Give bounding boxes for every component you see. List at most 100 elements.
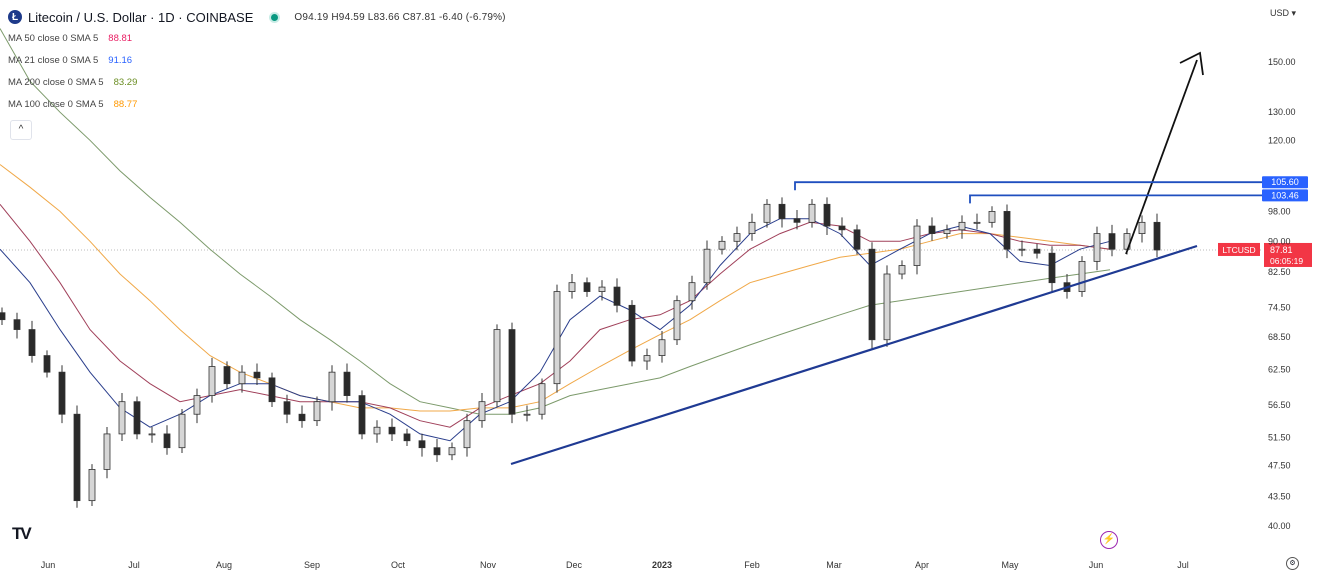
candle-up [88,469,96,502]
candle-up [193,395,201,415]
candle-down [1153,221,1161,251]
currency-selector[interactable]: USD ▾ [1270,8,1297,18]
resistance-line [794,181,1262,191]
indicator-value: 88.81 [108,33,133,44]
y-tick-label: 74.50 [1268,303,1291,313]
flash-icon[interactable]: ⚡ [1100,531,1118,549]
candle-up [313,401,321,422]
x-tick-label: Jun [1089,560,1104,570]
candle-down [223,366,231,385]
candle-up [523,413,531,416]
y-tick-label: 40.00 [1268,521,1291,531]
candle-up [1138,221,1146,235]
candle-down [418,440,426,449]
tradingview-logo[interactable]: TV [12,524,32,543]
candle-down [0,312,6,321]
candle-up [568,282,576,292]
collapse-legend-button[interactable]: ^ [10,120,32,140]
candle-up [973,221,981,224]
candle-up [178,413,186,449]
x-tick-label: Jun [41,560,56,570]
indicator-legend-row[interactable]: MA 21 close 0 SMA 5 91.16 [8,50,506,72]
candle-up [493,329,501,403]
indicator-label: MA 21 close 0 SMA 5 [8,55,99,66]
candle-up [1093,233,1101,262]
resistance-price-badge [1262,189,1308,202]
x-tick-label: May [1001,560,1019,570]
resistance-price-badge [1262,176,1308,189]
candle-up [958,221,966,231]
x-tick-label: 2023 [652,560,672,570]
candle-down [403,433,411,442]
x-tick-label: Dec [566,560,583,570]
candle-up [673,300,681,341]
candle-down [823,203,831,227]
candle-down [253,371,261,379]
x-tick-label: Nov [480,560,497,570]
resistance-price-label: 103.46 [1271,190,1299,200]
candle-up [643,355,651,362]
y-tick-label: 62.50 [1268,364,1291,374]
candle-up [553,291,561,385]
x-tick-label: Aug [216,560,232,570]
candle-up [808,203,816,223]
y-tick-label: 150.00 [1268,57,1296,67]
candle-down [853,229,861,250]
candle-down [868,248,876,341]
x-tick-label: Mar [826,560,842,570]
candle-up [463,420,471,449]
candle-up [883,273,891,341]
resistance-line [969,194,1262,204]
candle-down [58,371,66,415]
candle-down [1108,233,1116,250]
y-tick-label: 90.00 [1268,236,1291,246]
x-tick-label: Jul [1177,560,1189,570]
indicator-label: MA 100 close 0 SMA 5 [8,99,104,110]
candle-down [628,304,636,362]
candle-down [838,225,846,231]
arrow-head-icon [1179,51,1204,76]
candle-up [118,401,126,435]
candle-down [508,329,516,415]
candle-down [28,329,36,356]
candle-up [763,203,771,223]
indicator-legend-row[interactable]: MA 200 close 0 SMA 5 83.29 [8,72,506,94]
y-tick-label: 130.00 [1268,107,1296,117]
last-price-badge [1264,242,1312,267]
candle-up [238,371,246,385]
candle-down [133,401,141,435]
candle-down [163,433,171,449]
indicator-legend-row[interactable]: MA 50 close 0 SMA 5 88.81 [8,28,506,50]
indicator-value: 91.16 [108,55,133,66]
ma-line-ma200 [0,28,1111,415]
candle-up [1078,260,1086,292]
litecoin-logo-icon: Ł [8,10,22,24]
y-tick-label: 120.00 [1268,135,1296,145]
last-price-label: 87.81 [1270,245,1293,255]
candle-down [268,377,276,403]
ticker-badge [1218,242,1260,256]
y-tick-label: 47.50 [1268,461,1291,471]
countdown-label: 06:05:19 [1270,256,1303,266]
indicator-legend-row[interactable]: MA 100 close 0 SMA 5 88.77 [8,94,506,116]
ticker-label: LTCUSD [1222,245,1255,255]
candle-up [913,225,921,266]
candle-up [448,447,456,456]
ohlc-values: O94.19 H94.59 L83.66 C87.81 -6.40 (-6.79… [294,11,506,23]
settings-icon[interactable]: ⚙ [1286,557,1299,570]
symbol-title[interactable]: Litecoin / U.S. Dollar · 1D · COINBASE [28,9,254,25]
candle-down [433,447,441,456]
candle-up [898,265,906,275]
candle-up [478,401,486,422]
x-tick-label: Sep [304,560,320,570]
breakout-arrow [1125,59,1198,255]
candle-up [988,211,996,223]
candle-up [148,433,156,436]
candle-down [1003,211,1011,250]
y-tick-label: 43.50 [1268,492,1291,502]
candle-up [208,366,216,396]
candle-up [703,248,711,284]
ma-line-ma100 [0,164,1111,412]
x-tick-label: Jul [128,560,140,570]
